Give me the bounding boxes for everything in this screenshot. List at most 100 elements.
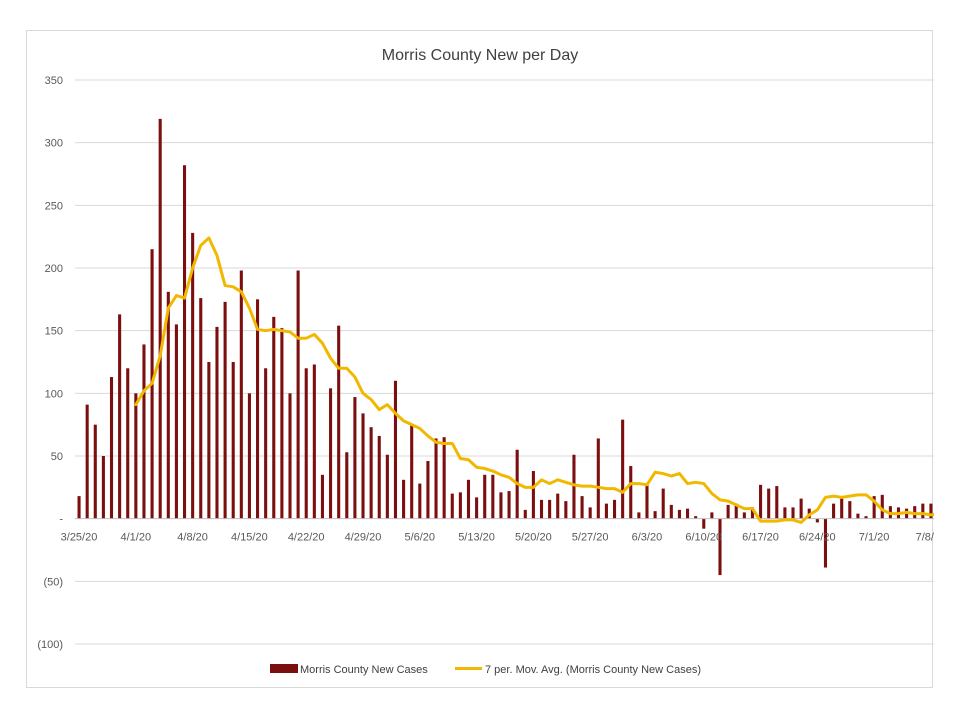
- bar: [426, 461, 430, 519]
- x-tick-label: 6/17/20: [742, 532, 779, 544]
- bar: [840, 498, 844, 519]
- moving-average-series: [134, 236, 934, 524]
- x-tick-label: 6/3/20: [632, 532, 663, 544]
- bar: [921, 503, 925, 519]
- bar: [556, 493, 560, 519]
- bar: [458, 492, 462, 519]
- bar: [539, 499, 544, 519]
- bar: [823, 518, 828, 568]
- bar: [450, 493, 454, 519]
- bar: [848, 501, 852, 519]
- x-tick-label: 6/10/20: [685, 532, 722, 544]
- y-tick-label: (100): [37, 639, 63, 651]
- bar: [85, 404, 89, 519]
- y-tick-label: 200: [45, 263, 63, 275]
- bar: [101, 456, 105, 519]
- bar: [475, 497, 479, 519]
- bar: [653, 511, 657, 519]
- moving-average-line: [134, 236, 934, 524]
- bar: [734, 503, 738, 519]
- bar-series: [77, 118, 933, 576]
- bar: [710, 512, 714, 519]
- bar: [256, 299, 260, 519]
- y-axis-tick-labels: 350 300 250 200 150 100 50 - (50) (100): [37, 75, 63, 651]
- bar: [337, 325, 341, 519]
- y-tick-label: 250: [45, 200, 63, 212]
- bar: [393, 380, 398, 519]
- bar: [548, 499, 552, 519]
- bar: [596, 438, 600, 519]
- bar: [775, 486, 779, 519]
- bar: [677, 509, 681, 519]
- bar: [231, 362, 235, 519]
- bar: [783, 507, 787, 519]
- legend-label-new-cases: Morris County New Cases: [300, 664, 428, 676]
- bar: [345, 452, 349, 519]
- bar: [207, 362, 211, 519]
- x-tick-label: 3/25/20: [61, 532, 98, 544]
- bar: [499, 492, 503, 519]
- bar: [142, 344, 146, 519]
- legend-label-moving-average: 7 per. Mov. Avg. (Morris County New Case…: [485, 664, 701, 676]
- legend-swatch-new-cases: [270, 664, 298, 673]
- x-tick-label: 6/24/20: [799, 532, 836, 544]
- bar: [418, 483, 422, 519]
- bar: [118, 314, 122, 519]
- x-tick-label: 4/29/20: [345, 532, 382, 544]
- bar: [93, 424, 97, 519]
- bar: [564, 501, 568, 519]
- bar: [483, 474, 487, 519]
- bar: [296, 270, 300, 519]
- bar: [880, 494, 884, 519]
- bar: [134, 393, 138, 519]
- bar: [621, 419, 625, 519]
- x-tick-label: 4/1/20: [120, 532, 151, 544]
- bar: [466, 479, 471, 519]
- legend: Morris County New Cases 7 per. Mov. Avg.…: [270, 664, 701, 676]
- x-tick-label: 7/8/20: [916, 532, 934, 544]
- bar: [523, 509, 527, 519]
- y-tick-label: 100: [45, 388, 63, 400]
- x-tick-label: 5/27/20: [572, 532, 609, 544]
- bar: [686, 508, 690, 519]
- grid-layer: [75, 79, 934, 645]
- bar: [832, 503, 836, 519]
- bar: [726, 504, 730, 519]
- bar: [434, 438, 438, 519]
- x-tick-label: 4/8/20: [177, 532, 208, 544]
- bar: [604, 503, 608, 519]
- bar: [353, 397, 357, 519]
- bar: [742, 512, 746, 519]
- bar: [191, 232, 195, 519]
- bar: [272, 316, 276, 519]
- bar: [410, 424, 414, 519]
- bar: [174, 324, 178, 519]
- bar: [312, 364, 316, 519]
- bar: [239, 270, 243, 519]
- x-axis-tick-labels: 3/25/20 4/1/20 4/8/20 4/15/20 4/22/20 4/29/20…: [61, 532, 934, 544]
- bar: [612, 499, 617, 519]
- x-tick-label: 5/20/20: [515, 532, 552, 544]
- bar: [329, 388, 333, 519]
- bar: [304, 368, 308, 519]
- y-tick-label: (50): [43, 576, 63, 588]
- bar: [702, 518, 706, 529]
- bar: [856, 513, 860, 519]
- bar: [531, 471, 535, 519]
- bar: [264, 368, 268, 519]
- bar: [507, 491, 511, 519]
- bar: [385, 454, 389, 519]
- bar: [759, 484, 763, 519]
- x-tick-label: 4/15/20: [231, 532, 268, 544]
- bar: [799, 498, 803, 519]
- bar: [109, 377, 114, 519]
- bar: [791, 507, 795, 519]
- bar: [661, 488, 665, 519]
- bar: [750, 507, 754, 519]
- bar: [320, 474, 324, 519]
- bar: [369, 427, 373, 519]
- chart-title: Morris County New per Day: [382, 47, 579, 64]
- bar: [767, 488, 771, 519]
- x-tick-label: 7/1/20: [859, 532, 890, 544]
- y-tick-label: -: [59, 514, 63, 526]
